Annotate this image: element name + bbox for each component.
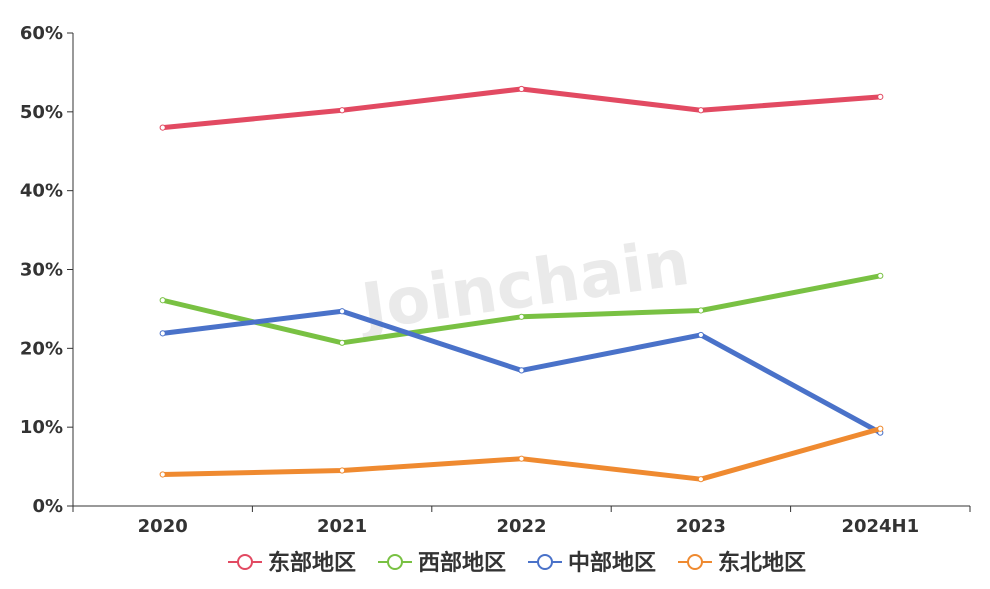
legend-marker — [237, 554, 253, 570]
legend-label: 西部地区 — [418, 550, 506, 576]
series-layer — [159, 85, 884, 483]
y-tick-label: 40% — [20, 181, 63, 202]
data-point — [159, 297, 166, 304]
x-tick-label: 2022 — [496, 516, 546, 537]
y-tick-label: 50% — [20, 102, 63, 123]
axes: 0% 10% 20% 30% 40% 50% 60% 2020 2021 2022 2023 2024… — [20, 23, 971, 537]
legend-item[interactable]: 西部地区 — [378, 550, 506, 576]
data-point — [518, 85, 525, 93]
y-tick-label: 60% — [20, 23, 63, 44]
data-point — [159, 124, 166, 131]
data-point — [697, 307, 705, 314]
data-point — [697, 476, 705, 483]
data-point — [518, 313, 525, 320]
legend-marker — [687, 554, 703, 570]
data-point — [339, 308, 346, 315]
series-3 — [159, 308, 884, 436]
data-point — [697, 107, 705, 114]
data-point — [518, 367, 525, 374]
legend-item[interactable]: 东部地区 — [228, 550, 356, 576]
series-1 — [159, 85, 884, 131]
data-point — [339, 107, 346, 114]
legend-label: 中部地区 — [568, 550, 656, 576]
data-point — [877, 425, 884, 432]
y-tick-label: 30% — [20, 260, 63, 281]
data-point — [159, 471, 166, 478]
y-tick-label: 10% — [20, 417, 63, 438]
y-tick-label: 20% — [20, 338, 63, 359]
legend-item[interactable]: 东北地区 — [678, 550, 806, 576]
data-point — [877, 93, 884, 100]
series-4 — [159, 425, 884, 483]
watermark: Joinchain — [354, 226, 695, 346]
y-tick-label: 0% — [32, 496, 63, 517]
legend-label: 东北地区 — [718, 550, 806, 576]
legend-marker — [387, 554, 403, 570]
series-line — [160, 426, 883, 482]
series-line — [160, 86, 883, 131]
legend-label: 东部地区 — [268, 550, 356, 576]
series-2 — [159, 272, 884, 346]
data-point — [339, 467, 346, 474]
legend[interactable]: 东部地区 西部地区 中部地区 东北地区 — [228, 550, 806, 576]
data-point — [518, 455, 525, 462]
x-tick-label: 2020 — [138, 516, 188, 537]
data-point — [339, 339, 346, 346]
x-tick-label: 2021 — [317, 516, 367, 537]
legend-item[interactable]: 中部地区 — [528, 550, 656, 576]
legend-marker — [537, 554, 553, 570]
x-tick-label: 2023 — [676, 516, 726, 537]
x-tick-label: 2024H1 — [841, 516, 919, 537]
data-point — [159, 330, 166, 337]
data-point — [697, 331, 705, 339]
data-point — [877, 272, 884, 279]
